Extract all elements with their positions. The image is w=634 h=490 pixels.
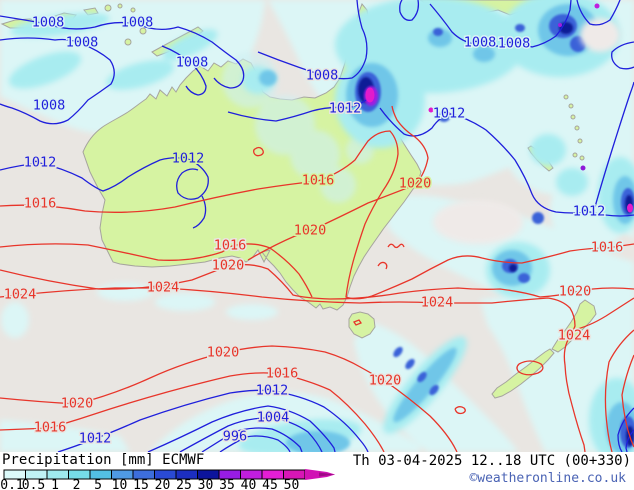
isobar-label-1024: 1024 [4,287,37,303]
isobar-label-1008: 1008 [66,35,99,51]
isobar-label-1020: 1020 [559,284,592,300]
colorbar-tick-1: 1 [51,478,59,490]
isobar-label-1012: 1012 [172,151,205,167]
isobar-label-1008: 1008 [498,36,531,52]
isobar-label-1008: 1008 [121,15,154,31]
blue-isobars [0,0,634,453]
colorbar-tick-35: 35 [219,478,235,490]
colorbar-tick-2: 2 [73,478,81,490]
tasmania [348,311,376,339]
forecast-datetime: Th 03-04-2025 12..18 UTC (00+330) [352,453,631,469]
isobar-label-1024: 1024 [558,328,591,344]
isobar-label-1016: 1016 [302,173,335,189]
colorbar-tick-25: 25 [176,478,192,490]
isobar-label-1008: 1008 [464,35,497,51]
isobar-label-1016: 1016 [266,366,299,382]
colorbar-tick-50: 50 [284,478,300,490]
isobar-label-1016: 1016 [214,238,247,254]
vanuatu-islands [563,94,585,161]
red-isobars [0,105,634,453]
colorbar-tick-0.5: 0.5 [22,478,45,490]
isobar-label-1008: 1008 [306,68,339,84]
isobar-label-1020: 1020 [369,373,402,389]
isobar-label-1012: 1012 [79,431,112,447]
isobar-label-1020: 1020 [207,345,240,361]
isobar-label-1008: 1008 [33,98,66,114]
legend-title: Precipitation [mm] ECMWF [2,452,205,468]
colorbar-tick-10: 10 [112,478,128,490]
colorbar-tick-45: 45 [262,478,278,490]
colorbar-tick-30: 30 [198,478,214,490]
isobar-label-1012: 1012 [433,106,466,122]
precip-magenta-layer [364,3,633,213]
isobar-label-1012: 1012 [256,383,289,399]
isobar-label-1008: 1008 [176,55,209,71]
isobar-label-1020: 1020 [294,223,327,239]
isobar-label-1008: 1008 [32,15,65,31]
isobar-label-1012: 1012 [329,101,362,117]
colorbar-arrow-tip [319,472,335,477]
nz-north-island [551,299,597,353]
map-area: 1008 1008 1008 1008 1008 1008 1008 1008 1012 1012… [0,0,634,462]
colorbar-tick-40: 40 [241,478,257,490]
legend-footer: Precipitation [mm] ECMWF Th 03-04-2025 1… [0,452,634,490]
isobar-label-1012: 1012 [24,155,57,171]
isobar-label-996: 996 [223,429,247,445]
colorbar-tick-20: 20 [155,478,171,490]
colorbar-tick-5: 5 [94,478,102,490]
isobar-label-1016: 1016 [34,420,67,436]
dry-gaps [433,18,620,244]
isobar-label-1020: 1020 [61,396,94,412]
isobar-label-1020: 1020 [212,258,245,274]
isobar-label-1016: 1016 [24,196,57,212]
copyright-link[interactable]: ©weatheronline.co.uk [469,471,626,486]
colorbar-tick-15: 15 [133,478,149,490]
isobar-label-1004: 1004 [257,410,290,426]
isobar-label-1020: 1020 [399,176,432,192]
isobar-label-1016: 1016 [591,240,624,256]
precipitation-colorbar: 0.10.5 1 2 5 10 15 20 25 30 35 40 45 50 [0,469,335,490]
isobar-label-1024: 1024 [421,295,454,311]
isobar-label-1012: 1012 [573,204,606,220]
isobar-label-1024: 1024 [147,280,180,296]
colorbar-tick-0.1: 0.1 [0,478,23,490]
